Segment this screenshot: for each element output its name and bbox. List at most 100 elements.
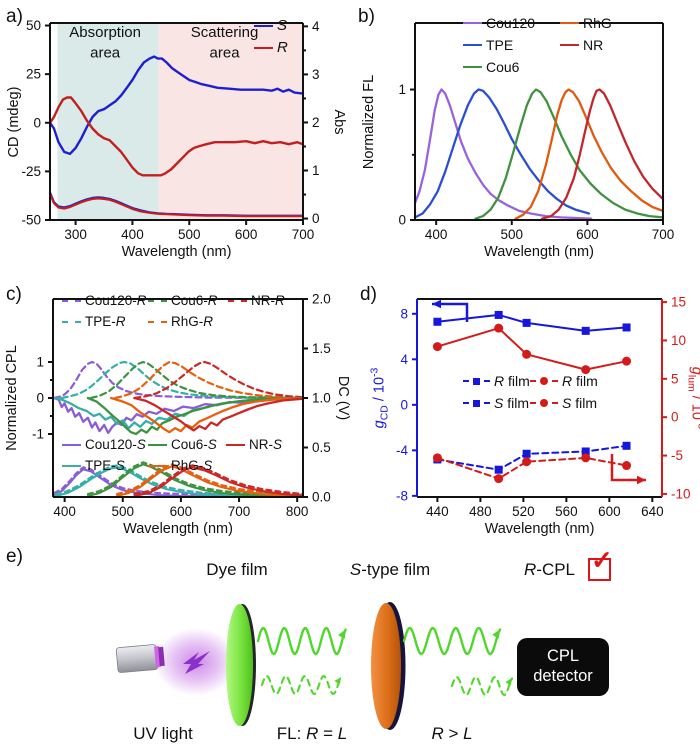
dashed-wave — [450, 675, 514, 697]
axis-title-a-left: CD (mdeg) — [6, 86, 22, 157]
legend-label: RhG-R — [171, 314, 214, 329]
legend-item: TPE — [463, 37, 513, 53]
legend-item: S film — [463, 395, 529, 411]
uv-light-label: UV light — [133, 724, 193, 743]
legend-line-sample — [463, 44, 482, 46]
x-tick-label: 560 — [555, 504, 578, 519]
legend-line-sample — [62, 443, 81, 446]
legend-item: Cou120 — [463, 15, 535, 31]
marker-square — [494, 310, 503, 319]
legend-dash — [463, 380, 469, 382]
axis-title-d-right: glum / 10-3 — [685, 367, 700, 430]
axis-title-a-right: Abs — [331, 109, 347, 134]
legend-line-sample — [226, 443, 245, 446]
series-glum-S-film — [436, 456, 628, 480]
y-tick-label: 4 — [400, 352, 408, 367]
marker-square — [622, 441, 631, 450]
series-TPE-R — [60, 360, 305, 400]
axis-title-c-bottom: Wavelength (nm) — [123, 521, 233, 537]
y-tick-label: 1 — [36, 355, 44, 370]
series-DC-Cou120 — [53, 468, 305, 499]
marker-circle — [522, 349, 532, 359]
y-tick-label: 0 — [33, 115, 41, 130]
legend-label: S film — [494, 395, 530, 411]
axis-title-d-bottom: Wavelength (nm) — [484, 521, 595, 537]
legend-label: S film — [562, 395, 598, 411]
legend-dash — [530, 402, 536, 404]
uv-flashlight — [115, 644, 165, 673]
axis-title-b-bottom: Wavelength (nm) — [484, 244, 594, 260]
legend-dash — [484, 380, 490, 382]
y-tick-label: 0.0 — [312, 490, 331, 505]
marker-square — [622, 323, 631, 332]
legend-label: Cou120-R — [85, 293, 147, 308]
panel-e-label: e) — [6, 546, 23, 567]
marker-square — [433, 317, 442, 326]
solid-wave — [402, 626, 502, 656]
series-DC-Cou6 — [86, 463, 305, 499]
series-Cou6 — [474, 88, 665, 220]
marker-circle — [522, 457, 532, 467]
x-tick-label: 500 — [112, 504, 135, 519]
series-RhG-R — [114, 360, 305, 400]
marker-circle — [494, 323, 504, 333]
legend-line-sample — [254, 46, 273, 49]
legend-label: Cou6 — [486, 59, 520, 75]
legend-label: Cou6-S — [171, 437, 217, 452]
x-tick-label: 300 — [64, 227, 87, 242]
series-S — [48, 55, 305, 156]
panel-c-cpl-chart: 400 500 600 700 800 1 0 -1 2.0 1.5 1.0 0.5 0.0 — [32, 292, 331, 520]
series-DC-RhG — [115, 465, 305, 499]
legend-label: RhG — [583, 15, 612, 31]
legend-item: R — [254, 39, 288, 56]
y-tick-label: 15 — [671, 295, 686, 310]
legend-label: TPE-S — [85, 458, 125, 473]
series-Cou120-R — [53, 360, 305, 400]
panel-c-label: c) — [6, 284, 22, 305]
x-tick-label: 500 — [501, 227, 524, 242]
x-tick-label: 520 — [512, 504, 535, 519]
legend-line-sample — [254, 24, 273, 27]
r-greater-l-label: R > L — [431, 724, 473, 743]
cpl-detector-line1: CPL — [546, 647, 580, 666]
y-tick-label: 1 — [398, 82, 406, 97]
legend-line-sample — [62, 320, 81, 323]
y-tick-label: 0 — [312, 211, 320, 226]
axis-arrowhead — [637, 475, 646, 485]
axis-arrow — [432, 302, 469, 322]
panel-a-cd-spectra-chart: 300 400 500 600 700 50 25 0 -25 -50 4 3 2 1 0 Absorptio… — [21, 18, 320, 242]
wave-arrowhead — [334, 676, 342, 685]
cpl-waves — [256, 626, 514, 697]
series-DC-RhG-dashed — [115, 463, 305, 497]
legend-item: RhG — [560, 15, 612, 31]
circle-marker-icon — [540, 399, 548, 407]
legend-line-sample — [560, 22, 579, 24]
legend-label: R film — [562, 373, 598, 389]
series-Cou6-R — [89, 360, 305, 400]
series-Cou120 — [413, 88, 593, 220]
x-tick-label: 800 — [286, 504, 309, 519]
y-tick-label: 0 — [671, 410, 679, 425]
panel-b-label: b) — [358, 6, 375, 27]
series-glum-R-film — [436, 327, 628, 371]
checkmark-icon: ✓ — [591, 545, 613, 575]
axis-arrowhead — [432, 299, 441, 309]
marker-circle — [581, 453, 591, 463]
y-tick-label: 0.5 — [312, 440, 331, 455]
y-tick-label: 50 — [26, 18, 41, 33]
r-cpl-checkbox[interactable]: ✓ — [588, 547, 613, 581]
y-tick-label: -4 — [396, 443, 408, 458]
legend-dash — [552, 380, 558, 382]
x-tick-label: 400 — [121, 227, 144, 242]
y-tick-label: 4 — [312, 19, 320, 34]
legend-item: S film — [530, 395, 597, 411]
series-R — [48, 96, 305, 177]
legend-line-sample — [148, 443, 167, 446]
x-tick-label: 600 — [576, 227, 599, 242]
circle-marker-icon — [540, 377, 548, 385]
legend-line-sample — [560, 44, 579, 46]
y-tick-label: 3 — [312, 67, 320, 82]
legend-dash — [552, 402, 558, 404]
series-TPE — [413, 88, 591, 219]
